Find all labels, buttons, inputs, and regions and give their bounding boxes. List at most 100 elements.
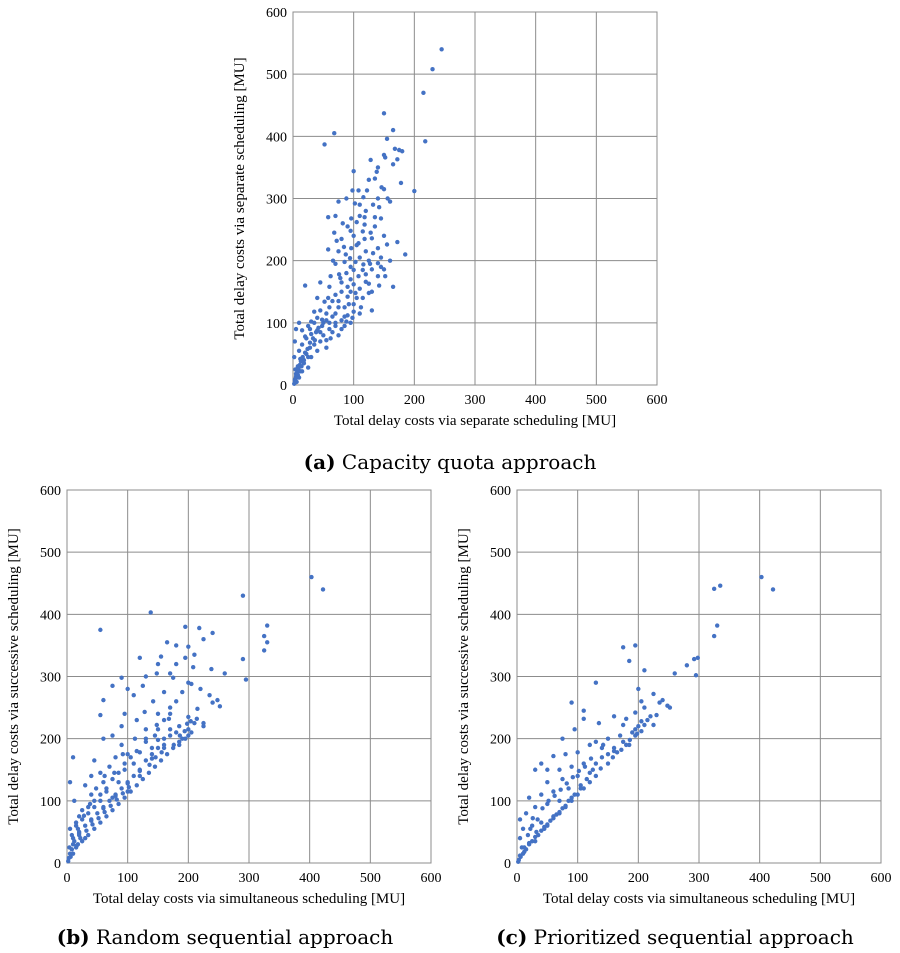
data-point <box>539 828 544 833</box>
data-point <box>189 730 194 735</box>
data-point <box>376 205 382 210</box>
x-tick-label: 100 <box>567 871 588 886</box>
x-tick-label: 0 <box>290 393 297 408</box>
data-point <box>70 755 76 760</box>
x-tick-label: 600 <box>871 871 892 886</box>
data-point <box>68 854 73 859</box>
data-point <box>353 290 358 296</box>
data-point <box>342 305 347 310</box>
data-point <box>572 792 577 797</box>
y-tick-label: 600 <box>490 484 511 499</box>
data-point <box>149 752 155 757</box>
data-point <box>315 295 320 301</box>
data-point <box>361 262 366 267</box>
data-point <box>195 706 200 712</box>
data-point <box>210 630 215 636</box>
data-point <box>639 729 644 734</box>
data-point <box>320 587 326 592</box>
data-point <box>387 199 393 204</box>
data-point <box>375 260 381 266</box>
data-point <box>125 686 130 692</box>
data-point <box>182 729 187 734</box>
data-point <box>174 643 179 648</box>
data-point <box>636 724 641 729</box>
data-point <box>387 258 393 263</box>
data-point <box>332 131 337 136</box>
data-point <box>348 320 353 326</box>
data-point <box>316 325 321 331</box>
data-point <box>293 326 299 332</box>
data-point <box>201 720 206 726</box>
data-point <box>614 750 620 755</box>
data-point <box>563 752 568 757</box>
data-point <box>101 736 106 741</box>
data-point <box>339 236 344 242</box>
data-point <box>627 742 632 748</box>
data-point <box>374 169 379 174</box>
data-point <box>186 644 191 649</box>
data-point <box>605 761 611 766</box>
data-point <box>526 795 532 800</box>
data-point <box>261 633 267 639</box>
x-tick-label: 600 <box>421 871 442 886</box>
data-point <box>533 834 538 840</box>
data-point <box>369 308 375 313</box>
data-point <box>327 326 332 332</box>
chart-panel-a: 0 100 200 300 400 500 600 0 100 200 300 400 500 600 To… <box>226 0 676 436</box>
data-point <box>78 835 83 841</box>
data-point <box>325 214 331 220</box>
data-point <box>348 277 353 282</box>
data-point <box>324 338 329 343</box>
data-point <box>79 817 85 822</box>
data-point <box>423 139 428 144</box>
data-point <box>309 354 314 360</box>
data-point <box>711 586 717 592</box>
data-point <box>321 320 326 326</box>
data-point <box>348 228 353 234</box>
data-point <box>104 814 109 819</box>
data-point <box>539 820 544 825</box>
data-point <box>186 727 191 732</box>
data-point <box>217 704 223 709</box>
data-point <box>159 750 164 755</box>
data-point <box>310 336 316 341</box>
data-point <box>167 733 173 738</box>
data-point <box>535 817 540 822</box>
data-point <box>158 758 164 763</box>
data-point <box>566 798 571 804</box>
data-point <box>177 724 182 729</box>
data-point <box>324 345 329 350</box>
x-tick-label: 0 <box>64 871 71 886</box>
x-tick-label: 300 <box>239 871 260 886</box>
data-point <box>174 730 179 735</box>
data-point <box>333 292 338 298</box>
data-point <box>624 742 629 748</box>
data-point <box>318 339 323 344</box>
data-point <box>351 301 356 307</box>
data-point <box>375 274 381 279</box>
data-point <box>89 773 94 779</box>
data-point <box>598 766 603 771</box>
data-point <box>318 280 323 285</box>
caption-a: (a) Capacity quota approach <box>0 450 900 474</box>
data-point <box>113 755 118 760</box>
data-point <box>333 213 338 219</box>
data-point <box>174 699 179 704</box>
data-point <box>180 689 185 695</box>
data-point <box>154 722 159 728</box>
data-point <box>113 793 118 799</box>
data-point <box>292 380 298 385</box>
data-point <box>67 826 73 832</box>
data-point <box>83 783 88 788</box>
y-axis-label: Total delay costs via successive schedul… <box>456 528 472 824</box>
data-point <box>125 789 130 794</box>
data-point <box>313 329 319 335</box>
data-point <box>718 583 723 588</box>
data-point <box>192 720 197 726</box>
data-point <box>770 587 776 592</box>
data-point <box>343 252 348 257</box>
data-point <box>298 369 303 374</box>
data-point <box>566 786 571 791</box>
data-point <box>188 719 193 724</box>
data-point <box>143 727 149 732</box>
